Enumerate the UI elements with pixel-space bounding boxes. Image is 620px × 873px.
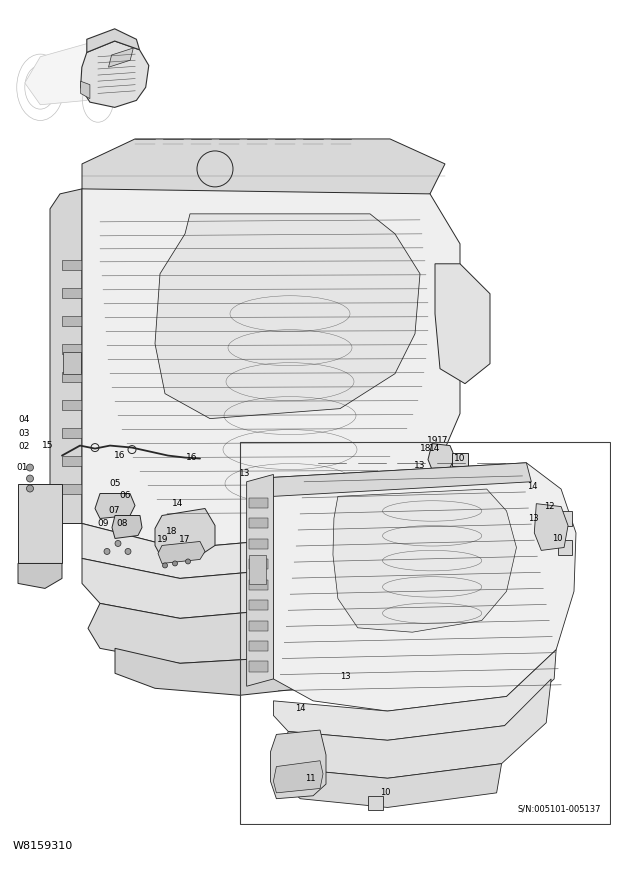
Text: 03: 03 [18,430,30,438]
Polygon shape [273,463,531,497]
Polygon shape [247,474,273,686]
Polygon shape [88,574,425,663]
Bar [62,316,82,326]
Text: 19: 19 [157,535,169,544]
Text: 14: 14 [295,704,306,712]
Bar [249,560,268,569]
Text: 14: 14 [429,444,441,453]
Polygon shape [155,508,215,559]
Circle shape [27,485,33,492]
Circle shape [185,559,190,564]
Polygon shape [82,139,445,209]
Polygon shape [50,189,82,524]
Bar [249,498,268,508]
Bar [249,621,268,630]
Polygon shape [108,48,133,67]
Circle shape [172,561,177,566]
Text: 16: 16 [186,453,198,462]
Bar [249,554,267,584]
Polygon shape [25,44,108,105]
Polygon shape [435,264,490,383]
Bar [62,372,82,382]
Circle shape [104,548,110,554]
Text: 01: 01 [16,463,28,472]
Text: 10: 10 [552,534,562,543]
Polygon shape [18,484,62,563]
Text: 13: 13 [340,671,351,681]
Bar [249,519,268,528]
Text: 11: 11 [305,773,316,783]
Polygon shape [158,541,205,563]
Polygon shape [273,760,323,793]
Circle shape [125,548,131,554]
Text: 10: 10 [454,454,466,463]
Bar [558,511,572,526]
Bar [452,452,468,465]
Polygon shape [87,29,140,52]
Bar [62,288,82,298]
Text: 13: 13 [414,461,426,470]
Polygon shape [270,730,326,799]
Text: 14: 14 [172,499,184,508]
Polygon shape [82,189,460,548]
Bar [62,260,82,270]
Text: 10: 10 [349,521,361,530]
Polygon shape [81,41,149,107]
Polygon shape [534,504,568,550]
Text: 12: 12 [544,502,554,511]
Circle shape [162,563,167,568]
Bar [249,600,268,610]
Bar [62,428,82,437]
Text: 16: 16 [114,451,126,460]
Polygon shape [115,633,410,695]
Text: 02: 02 [19,442,30,451]
Text: S/N:005101-005137: S/N:005101-005137 [517,804,601,814]
Text: 13: 13 [528,514,539,523]
Text: 04: 04 [19,415,30,424]
Bar [249,641,268,651]
Text: 17: 17 [437,436,449,445]
Polygon shape [155,214,420,419]
Polygon shape [280,679,551,778]
Polygon shape [428,443,455,470]
Bar [63,352,81,374]
Text: 18: 18 [166,527,178,536]
Bar [340,532,358,546]
Polygon shape [82,508,430,618]
Polygon shape [82,484,430,579]
Polygon shape [112,515,142,539]
Circle shape [27,475,33,482]
Text: 14: 14 [527,482,538,491]
Bar [62,456,82,465]
Bar [368,796,383,810]
Circle shape [27,464,33,471]
Bar [62,344,82,354]
Circle shape [115,540,121,546]
Bar [249,580,268,590]
Polygon shape [273,650,556,740]
Text: 13: 13 [239,469,250,478]
Text: 06: 06 [119,491,131,500]
Text: 18: 18 [420,444,432,453]
Bar [249,662,268,671]
Bar [62,484,82,493]
Polygon shape [18,563,62,588]
Bar [558,540,572,554]
Text: 10: 10 [380,788,391,797]
Text: 17: 17 [179,535,191,544]
Polygon shape [95,493,135,519]
Polygon shape [81,81,90,99]
Text: 08: 08 [117,519,128,528]
Text: 19: 19 [427,436,439,445]
Bar [249,539,268,549]
Polygon shape [278,749,502,808]
Text: 15: 15 [42,441,54,450]
Bar [62,400,82,409]
Polygon shape [273,463,576,711]
Text: W8159310: W8159310 [12,842,73,851]
Text: 07: 07 [108,506,120,515]
Text: 05: 05 [109,479,121,488]
Text: 09: 09 [97,519,108,528]
Polygon shape [333,489,516,632]
